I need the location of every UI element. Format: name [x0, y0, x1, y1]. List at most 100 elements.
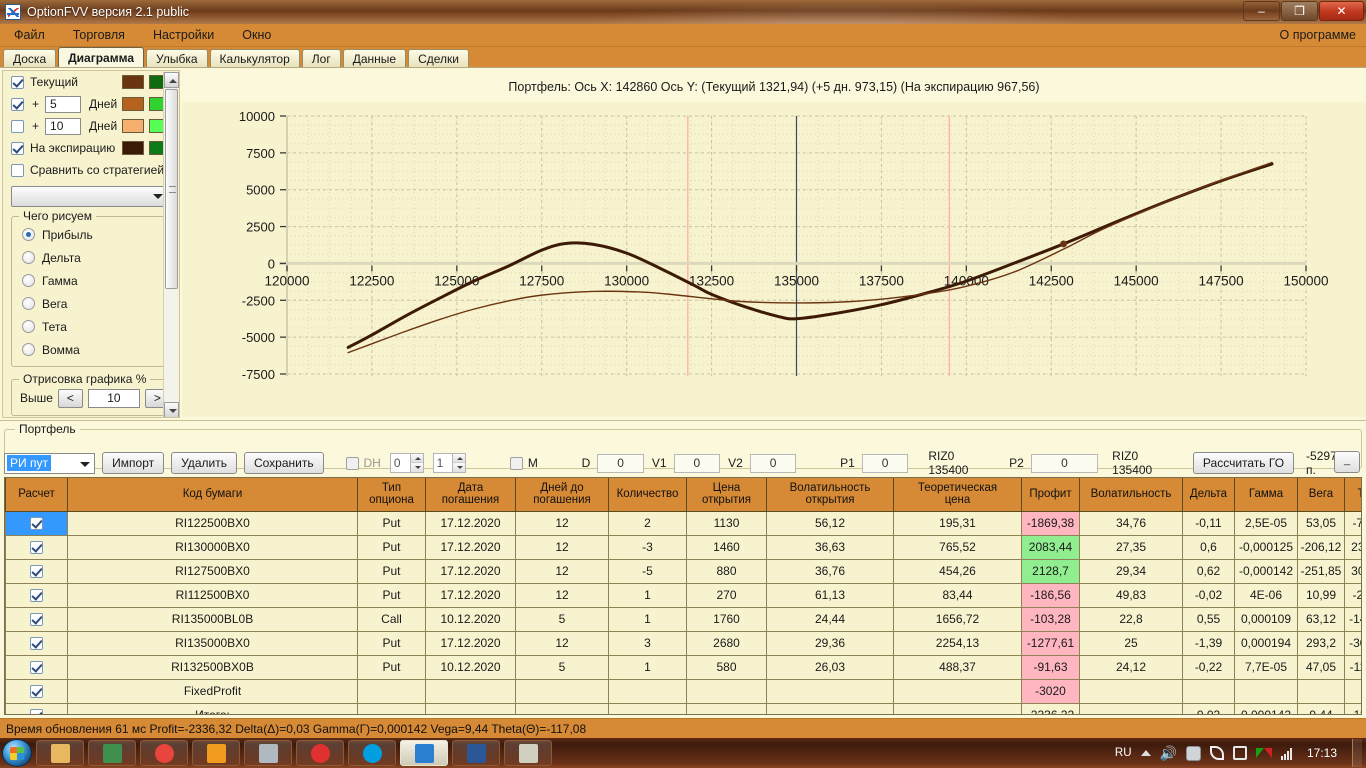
table-row[interactable]: RI132500BX0B Put 10.12.2020 5 1 580 26,03 488,3…: [5, 654, 1361, 680]
row-calc-checkbox-cell[interactable]: [5, 606, 68, 632]
menu-item-file[interactable]: Файл: [14, 28, 45, 42]
row-calc-checkbox[interactable]: [30, 589, 43, 603]
p2-input[interactable]: 0: [1030, 453, 1099, 473]
show-hidden-icons-icon[interactable]: [1140, 750, 1151, 756]
spinner-down-icon[interactable]: [452, 463, 466, 472]
menu-item-settings[interactable]: Настройки: [152, 28, 215, 42]
series-plus5-days-input[interactable]: 5: [45, 95, 82, 113]
signal-icon[interactable]: [1255, 748, 1272, 758]
table-header-волатильность-открытия[interactable]: Волатильность открытия: [766, 478, 894, 512]
field-input-v2[interactable]: 0: [749, 453, 797, 473]
dh-checkbox[interactable]: [345, 456, 359, 470]
import-button[interactable]: Импорт: [102, 452, 165, 474]
table-row[interactable]: RI135000BX0 Put 17.12.2020 12 3 2680 29,36 2254…: [5, 630, 1361, 656]
table-row[interactable]: RI127500BX0 Put 17.12.2020 12 -5 880 36,76 454,…: [5, 558, 1361, 584]
radio-vomma[interactable]: Вомма: [12, 338, 170, 361]
radio-vega[interactable]: Вега: [12, 292, 170, 315]
network-icon[interactable]: [1232, 746, 1247, 760]
tab-calculator[interactable]: Калькулятор: [209, 49, 300, 67]
table-row[interactable]: RI130000BX0 Put 17.12.2020 12 -3 1460 36,63 765…: [5, 534, 1361, 560]
field-input-p1[interactable]: 0: [861, 453, 909, 473]
table-header-расчет[interactable]: Расчет: [5, 478, 68, 512]
table-header-профит[interactable]: Профит: [1021, 478, 1080, 512]
table-header-код-бумаги[interactable]: Код бумаги: [67, 478, 358, 512]
row-calc-checkbox-cell[interactable]: [5, 510, 68, 536]
tab-data[interactable]: Данные: [342, 49, 407, 67]
antivirus-icon[interactable]: [1185, 745, 1201, 761]
taskbar-button-explorer[interactable]: [36, 740, 84, 766]
series-row-plus10[interactable]: + 10 Дней: [3, 115, 179, 137]
render-value-input[interactable]: 10: [87, 388, 140, 408]
show-desktop-button[interactable]: [1352, 739, 1362, 767]
taskbar-clock[interactable]: 17:13: [1306, 746, 1337, 760]
table-row[interactable]: RI122500BX0 Put 17.12.2020 12 2 1130 56,12 195,…: [5, 510, 1361, 536]
row-calc-checkbox-cell[interactable]: [5, 582, 68, 608]
table-row[interactable]: RI135000BL0B Call 10.12.2020 5 1 1760 24,44 165…: [5, 606, 1361, 632]
scroll-down-icon[interactable]: [164, 402, 179, 417]
row-calc-checkbox[interactable]: [30, 517, 43, 531]
field-input-v1[interactable]: 0: [673, 453, 721, 473]
spinner-up-icon[interactable]: [452, 454, 466, 463]
dh-spinner-1[interactable]: 0: [389, 453, 424, 473]
compare-strategy-checkbox[interactable]: [11, 163, 24, 177]
spinner-up-icon[interactable]: [409, 454, 423, 463]
taskbar-button-media-player[interactable]: [192, 740, 240, 766]
table-header-дней-до-погашения[interactable]: Дней до погашения: [515, 478, 609, 512]
taskbar-button-notepad[interactable]: [504, 740, 552, 766]
table-header-дельта[interactable]: Дельта: [1182, 478, 1235, 512]
series-plus5-checkbox[interactable]: [11, 97, 24, 111]
table-row[interactable]: RI112500BX0 Put 17.12.2020 12 1 270 61,13 83,44…: [5, 582, 1361, 608]
menu-item-trading[interactable]: Торговля: [72, 28, 125, 42]
row-calc-checkbox[interactable]: [30, 637, 43, 651]
series-row-current[interactable]: Текущий: [3, 71, 179, 93]
profit-chart[interactable]: -7500 -5000 -2500 0 2500 5000 7500 10000 120000 1…: [182, 102, 1366, 417]
menu-item-window[interactable]: Окно: [242, 28, 272, 42]
row-calc-checkbox[interactable]: [30, 565, 43, 579]
leaf-icon[interactable]: [1209, 746, 1224, 760]
dh-spinner-2[interactable]: 1: [432, 453, 467, 473]
taskbar-button-excel-doc[interactable]: [88, 740, 136, 766]
sidebar-scrollbar-thumb[interactable]: [165, 89, 178, 289]
tab-deals[interactable]: Сделки: [408, 49, 469, 67]
row-calc-checkbox[interactable]: [30, 541, 43, 555]
minimize-button[interactable]: –: [1243, 1, 1280, 21]
save-button[interactable]: Сохранить: [243, 452, 324, 474]
radio-gamma-indicator[interactable]: [22, 274, 35, 287]
table-header-тип-опциона[interactable]: Тип опциона: [357, 478, 426, 512]
row-calc-checkbox-cell[interactable]: [5, 678, 68, 704]
row-calc-checkbox[interactable]: [30, 685, 43, 699]
table-header-вега[interactable]: Вега: [1297, 478, 1345, 512]
table-header-волатильность[interactable]: Волатильность: [1079, 478, 1183, 512]
panel-minimize-button[interactable]: _: [1334, 451, 1360, 473]
radio-theta[interactable]: Тета: [12, 315, 170, 338]
radio-profit[interactable]: Прибыль: [12, 223, 170, 246]
table-header-цена-открытия[interactable]: Цена открытия: [686, 478, 767, 512]
table-header-теоретическая-цена[interactable]: Теоретическая цена: [893, 478, 1022, 512]
field-input-d[interactable]: 0: [597, 453, 644, 473]
language-indicator[interactable]: RU: [1114, 747, 1132, 759]
calculate-go-button[interactable]: Рассчитать ГО: [1192, 452, 1295, 474]
table-header-гамма[interactable]: Гамма: [1234, 478, 1298, 512]
tab-diagram[interactable]: Диаграмма: [58, 47, 144, 67]
render-prev-button[interactable]: <: [57, 388, 83, 408]
series-row-expiration[interactable]: На экспирацию: [3, 137, 179, 159]
taskbar-button-opera[interactable]: [348, 740, 396, 766]
sidebar-scrollbar[interactable]: [163, 72, 179, 417]
taskbar-button-chrome[interactable]: [140, 740, 188, 766]
delete-button[interactable]: Удалить: [171, 452, 237, 474]
menu-item-about[interactable]: О программе: [1279, 28, 1356, 42]
volume-icon[interactable]: 🔊: [1159, 744, 1177, 761]
radio-profit-indicator[interactable]: [22, 228, 35, 241]
row-calc-checkbox-cell[interactable]: [5, 534, 68, 560]
row-calc-checkbox[interactable]: [30, 613, 43, 627]
spinner-down-icon[interactable]: [409, 463, 423, 472]
scroll-up-icon[interactable]: [164, 72, 179, 88]
compare-strategy-row[interactable]: Сравнить со стратегией: [3, 159, 179, 181]
row-calc-checkbox[interactable]: [30, 661, 43, 675]
table-header-количество[interactable]: Количество: [608, 478, 687, 512]
row-calc-checkbox-cell[interactable]: [5, 654, 68, 680]
radio-theta-indicator[interactable]: [22, 320, 35, 333]
table-row[interactable]: FixedProfit-3020X: [5, 678, 1361, 704]
tab-smile[interactable]: Улыбка: [146, 49, 208, 67]
tab-board[interactable]: Доска: [3, 49, 57, 67]
